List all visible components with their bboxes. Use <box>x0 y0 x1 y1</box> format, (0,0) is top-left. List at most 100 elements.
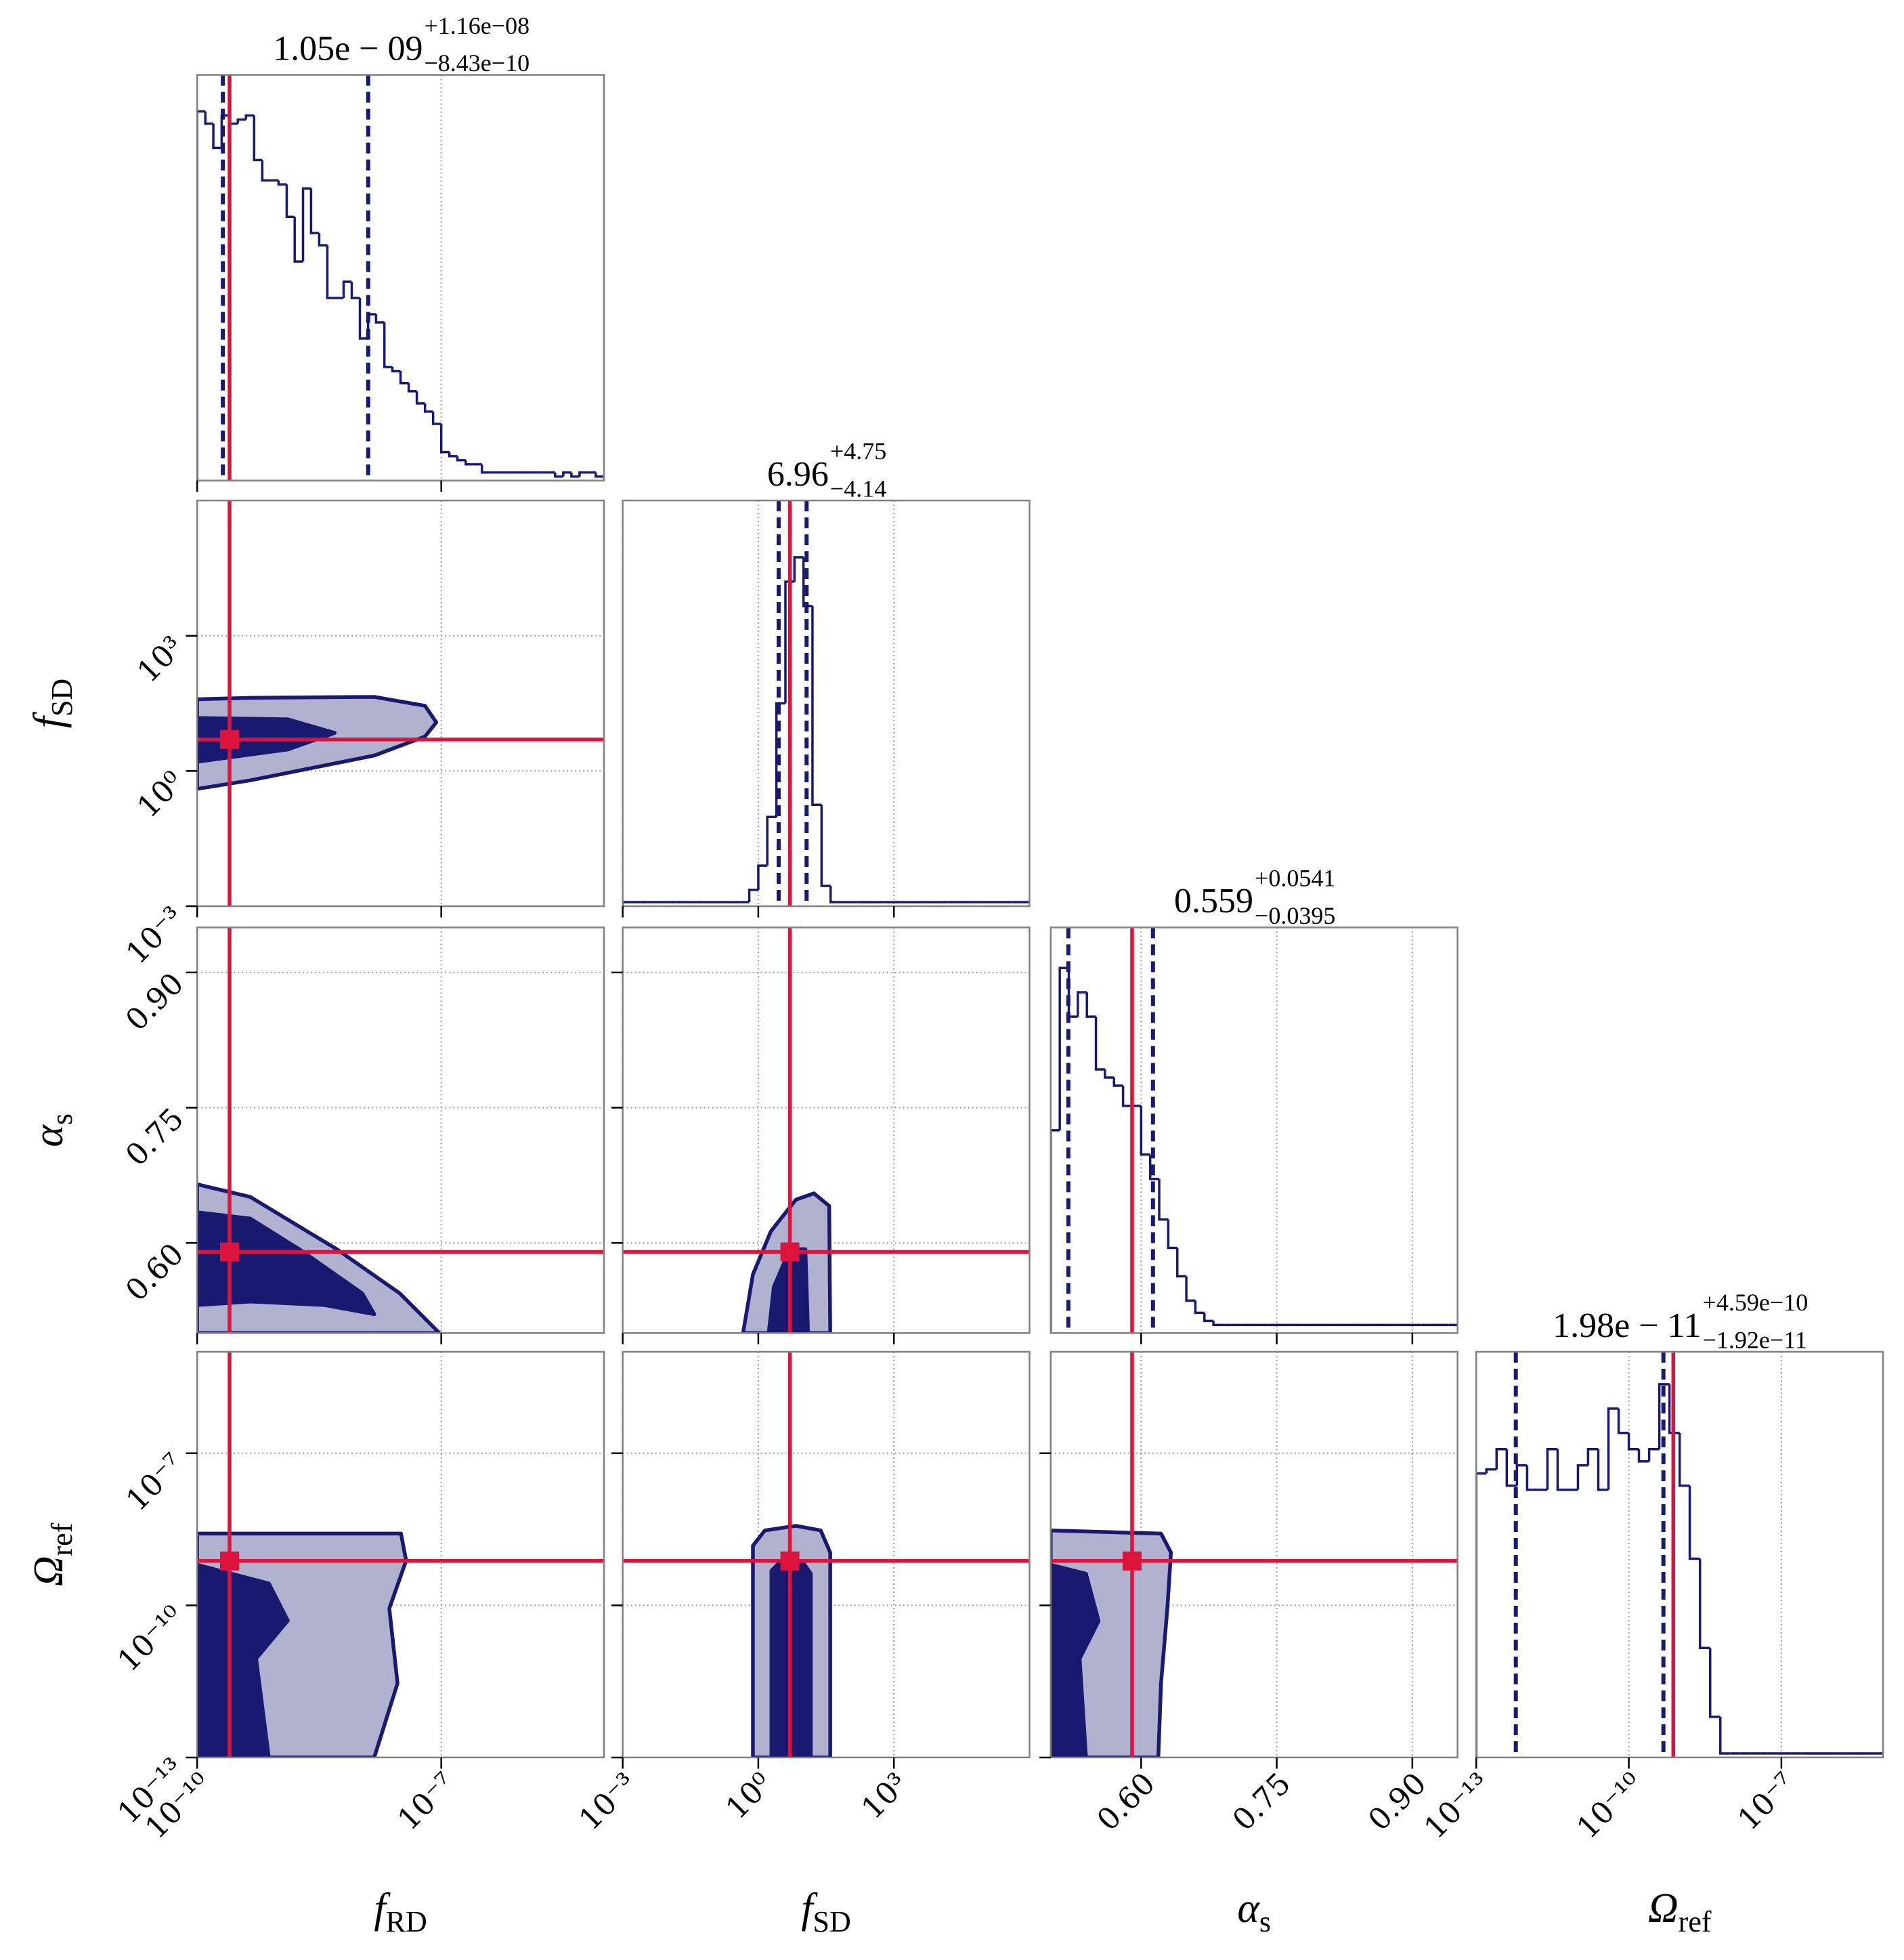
panel-title-lower: −0.0395 <box>1255 902 1335 929</box>
panel-frame <box>622 926 1031 1334</box>
histogram-step <box>448 452 458 458</box>
y-tick-label: 10⁻⁷ <box>120 1447 191 1518</box>
axis-symbol: Ω <box>1648 1886 1679 1932</box>
panel <box>197 1351 605 1757</box>
axis-subscript: s <box>1259 1905 1271 1938</box>
histogram-step <box>1158 1178 1169 1221</box>
histogram-step <box>1104 1069 1115 1079</box>
x-tick-label: 10⁻³ <box>573 1766 644 1837</box>
x-tick-label: 10⁰ <box>719 1766 779 1826</box>
x-tick-label: 10⁻¹⁰ <box>1570 1766 1649 1846</box>
panel <box>197 500 605 907</box>
histogram-step <box>456 456 466 462</box>
panel-title-upper: +1.16e−08 <box>425 12 530 39</box>
histogram-step <box>1212 1321 1223 1327</box>
panel <box>197 74 605 481</box>
histogram-step <box>766 815 777 866</box>
histogram-step <box>1627 1432 1639 1451</box>
panel <box>622 1351 1030 1757</box>
histogram-step <box>811 605 822 807</box>
panel-title: 1.05e − 09 <box>273 29 423 68</box>
histogram-step <box>309 188 320 234</box>
histogram-step <box>1058 966 1069 1130</box>
histogram-step <box>1698 1558 1710 1649</box>
histogram-step <box>748 889 758 903</box>
x-tick-label: 0.60 <box>1091 1766 1162 1837</box>
histogram-step <box>1476 1472 1487 1757</box>
histogram-step <box>1094 1017 1105 1071</box>
panel <box>1050 927 1458 1334</box>
x-tick-label: 0.90 <box>1362 1766 1433 1837</box>
histogram-step <box>1050 1129 1060 1334</box>
x-tick-label: 10⁻⁷ <box>391 1766 462 1837</box>
panel <box>1476 1351 1884 1757</box>
panel-title-upper: +4.59e−10 <box>1703 1289 1809 1316</box>
histogram-step <box>793 556 804 582</box>
truth-marker <box>220 1551 240 1571</box>
axis-symbol: α <box>1237 1886 1260 1932</box>
histogram-step <box>293 217 303 263</box>
histogram-step <box>1658 1383 1670 1449</box>
panel-title: 6.96 <box>767 455 829 494</box>
panel-frame <box>196 926 605 1334</box>
histogram-step <box>197 110 206 481</box>
truth-marker <box>780 1242 800 1262</box>
panel-frame <box>196 1350 605 1759</box>
truth-marker <box>220 1242 240 1262</box>
histogram-step <box>1586 1447 1599 1466</box>
truth-marker <box>220 729 240 749</box>
histogram-step <box>1637 1449 1649 1463</box>
axis-symbol: α <box>26 1124 72 1147</box>
panel-title-lower: −8.43e−10 <box>425 49 530 77</box>
histogram-step <box>1688 1485 1700 1560</box>
y-tick-label: 0.90 <box>119 966 190 1038</box>
histogram-step <box>1526 1465 1538 1491</box>
histogram-step <box>820 805 831 887</box>
histogram-step <box>1185 1276 1196 1302</box>
histogram-step <box>1085 992 1096 1018</box>
axis-subscript: SD <box>45 679 79 717</box>
histogram-step <box>775 702 785 817</box>
panel <box>622 927 1030 1334</box>
y-axis-label: Ωref <box>26 1522 79 1586</box>
axis-subscript: s <box>45 1113 79 1125</box>
panel-frame <box>622 1350 1031 1759</box>
histogram-step <box>578 471 588 477</box>
histogram-step <box>350 282 360 299</box>
histogram-step <box>562 471 571 477</box>
histogram-step <box>374 314 385 324</box>
panel-frame <box>1475 1350 1884 1759</box>
x-axis-label: Ωref <box>1648 1886 1712 1938</box>
histogram-step <box>570 472 580 478</box>
histogram-step <box>342 280 352 299</box>
panel-frame <box>622 499 1031 908</box>
histogram-step <box>1515 1464 1528 1486</box>
histogram-step <box>1194 1300 1205 1315</box>
panel-title-lower: −4.14 <box>830 475 886 503</box>
histogram-step <box>1203 1313 1214 1323</box>
histogram-step <box>554 472 563 478</box>
histogram-step <box>1607 1407 1619 1490</box>
histogram-step <box>301 187 311 262</box>
axis-subscript: RD <box>386 1905 427 1938</box>
panel <box>1050 1351 1458 1757</box>
histogram-step <box>1668 1384 1680 1434</box>
x-axis-label: fRD <box>374 1886 427 1938</box>
y-tick-label: 10⁻³ <box>120 900 191 971</box>
axis-symbol: Ω <box>26 1556 72 1586</box>
histogram-step <box>1556 1449 1568 1491</box>
histogram-step <box>277 180 287 186</box>
histogram-step <box>1708 1648 1721 1718</box>
histogram-step <box>244 114 255 120</box>
histogram-step <box>1719 1717 1731 1755</box>
panel-title-upper: +0.0541 <box>1255 865 1335 892</box>
histogram-step <box>1077 991 1087 1017</box>
y-tick-label: 0.75 <box>119 1101 190 1172</box>
histogram-step <box>431 411 441 425</box>
panel <box>622 500 1030 907</box>
histogram-step <box>757 864 768 891</box>
histogram-step <box>415 391 425 405</box>
histogram-step <box>464 460 474 466</box>
histogram-step <box>1505 1449 1517 1487</box>
panel-title: 0.559 <box>1174 882 1253 920</box>
